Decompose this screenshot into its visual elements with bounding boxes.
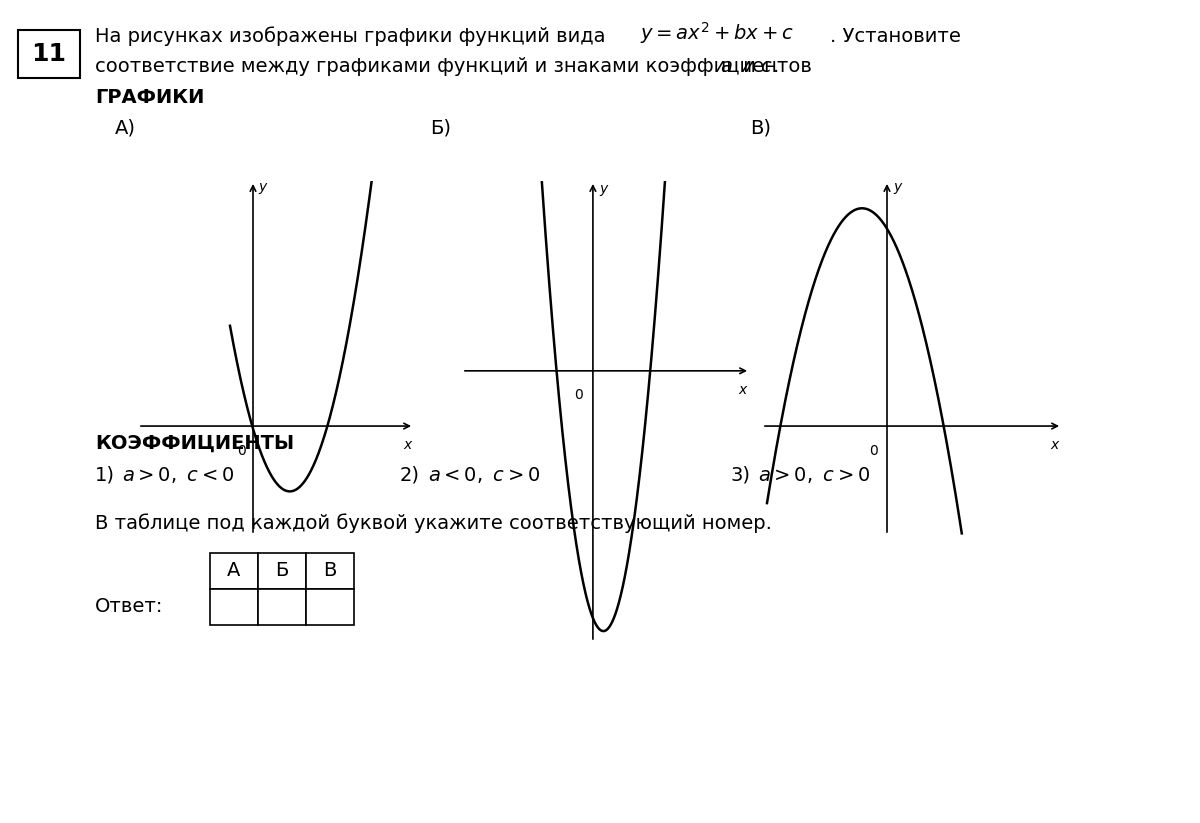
Text: В таблице под каждой буквой укажите соответствующий номер.: В таблице под каждой буквой укажите соот… <box>95 514 772 532</box>
Text: $c$: $c$ <box>760 57 773 76</box>
Text: 3): 3) <box>730 466 750 485</box>
Bar <box>210 553 258 589</box>
Bar <box>306 589 354 625</box>
Text: $a$: $a$ <box>720 57 733 76</box>
Text: Ответ:: Ответ: <box>95 597 163 616</box>
Text: $y = ax^2 + bx + c$: $y = ax^2 + bx + c$ <box>640 20 794 46</box>
Text: 1): 1) <box>95 466 115 485</box>
Text: Б): Б) <box>430 119 451 137</box>
Text: А: А <box>227 561 241 580</box>
Text: .: . <box>773 57 779 76</box>
Text: y: y <box>893 179 901 193</box>
Text: $a > 0,\ c > 0$: $a > 0,\ c > 0$ <box>758 465 870 485</box>
Text: ГРАФИКИ: ГРАФИКИ <box>95 87 204 106</box>
Text: 0: 0 <box>869 444 877 458</box>
Text: КОЭФФИЦИЕНТЫ: КОЭФФИЦИЕНТЫ <box>95 434 294 453</box>
Text: y: y <box>258 179 266 193</box>
Text: В: В <box>323 561 337 580</box>
Text: . Установите: . Установите <box>830 26 961 45</box>
Text: 11: 11 <box>31 42 66 66</box>
Text: x: x <box>403 438 412 452</box>
Text: $a < 0,\ c > 0$: $a < 0,\ c > 0$ <box>428 465 540 485</box>
Text: А): А) <box>115 119 136 137</box>
Text: 0: 0 <box>574 388 583 402</box>
Text: $a > 0,\ c < 0$: $a > 0,\ c < 0$ <box>122 465 234 485</box>
Bar <box>210 589 258 625</box>
Text: В): В) <box>750 119 772 137</box>
Bar <box>258 589 306 625</box>
Text: Б: Б <box>275 561 289 580</box>
Text: и: и <box>737 57 762 76</box>
Text: x: x <box>1050 438 1058 452</box>
Bar <box>306 553 354 589</box>
Text: 0: 0 <box>238 444 246 458</box>
Bar <box>258 553 306 589</box>
Bar <box>18 30 80 78</box>
Text: x: x <box>738 383 746 397</box>
Text: соответствие между графиками функций и знаками коэффициентов: соответствие между графиками функций и з… <box>95 57 812 76</box>
Text: На рисунках изображены графики функций вида: На рисунках изображены графики функций в… <box>95 26 606 46</box>
Text: 2): 2) <box>400 466 420 485</box>
Text: y: y <box>599 182 607 196</box>
